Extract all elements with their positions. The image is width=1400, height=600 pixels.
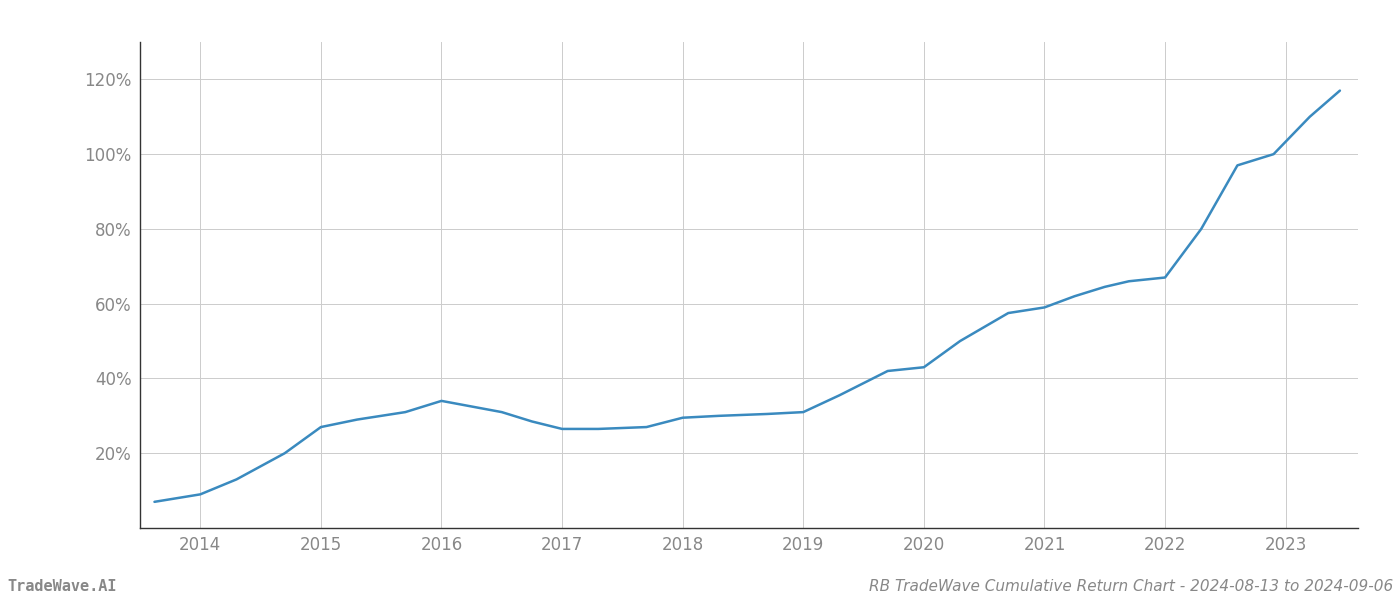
Text: TradeWave.AI: TradeWave.AI [7, 579, 116, 594]
Text: RB TradeWave Cumulative Return Chart - 2024-08-13 to 2024-09-06: RB TradeWave Cumulative Return Chart - 2… [869, 579, 1393, 594]
